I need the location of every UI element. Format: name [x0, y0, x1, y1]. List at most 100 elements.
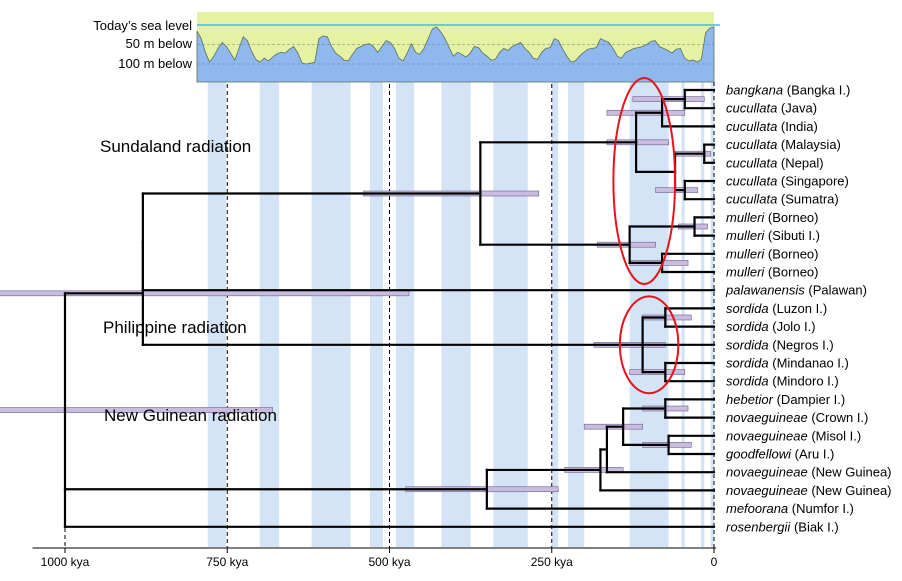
ci-sunda_phil [0, 290, 410, 297]
taxon-label-13: sordida (Jolo I.) [726, 319, 816, 334]
glacial-band-0 [207, 12, 226, 547]
taxon-place: (Sibuti I.) [764, 228, 820, 243]
glacial-band-3 [370, 12, 384, 547]
taxon-label-15: sordida (Mindanao I.) [726, 356, 849, 371]
taxon-place: (Luzon I.) [769, 301, 828, 316]
taxon-label-11: palawanensis (Palawan) [725, 283, 867, 298]
taxon-species: sordida [726, 319, 769, 334]
taxon-species: novaeguineae [726, 410, 808, 425]
taxon-species: cucullata [726, 174, 777, 189]
taxon-place: (Mindoro I.) [769, 374, 839, 389]
taxon-place: (New Guinea) [808, 465, 892, 480]
taxon-species: sordida [726, 301, 769, 316]
highlight-ellipse-0 [612, 77, 677, 285]
taxon-species: sordida [726, 356, 769, 371]
taxon-place: (Mindanao I.) [769, 356, 849, 371]
ci-root [0, 407, 273, 413]
glacial-band-6 [493, 12, 528, 547]
taxon-species: cucullata [726, 155, 777, 170]
clade-label-sundaland: Sundaland radiation [100, 137, 251, 156]
taxon-label-16: sordida (Mindoro I.) [726, 374, 839, 389]
taxon-label-24: rosenbergii (Biak I.) [726, 519, 839, 534]
taxon-label-7: mulleri (Borneo) [726, 210, 819, 225]
taxon-label-8: mulleri (Sibuti I.) [726, 228, 820, 243]
glacial-band-12 [710, 12, 714, 547]
taxon-place: (Aru I.) [791, 447, 834, 462]
taxon-place: (Borneo) [764, 246, 818, 261]
taxon-place: (Numfor I.) [788, 501, 854, 516]
taxon-species: novaeguineae [726, 465, 808, 480]
glacial-band-1 [259, 12, 280, 547]
taxon-label-5: cucullata (Singapore) [726, 174, 849, 189]
glacial-band-5 [441, 12, 471, 547]
sea-level-curve [196, 26, 715, 83]
taxon-place: (Borneo) [764, 265, 818, 280]
taxon-label-2: cucullata (India) [726, 119, 818, 134]
highlight-ellipses [612, 77, 680, 395]
taxon-species: mulleri [726, 246, 765, 261]
taxon-place: (Misol I.) [808, 428, 861, 443]
taxon-label-17: hebetior (Dampier I.) [726, 392, 845, 407]
taxon-label-1: cucullata (Java) [726, 101, 817, 116]
taxon-label-12: sordida (Luzon I.) [726, 301, 827, 316]
taxon-label-4: cucullata (Nepal) [726, 155, 824, 170]
taxon-label-23: mefoorana (Numfor I.) [726, 501, 854, 516]
taxon-place: (Nepal) [777, 155, 823, 170]
glacial-band-11 [701, 12, 705, 547]
taxon-label-3: cucullata (Malaysia) [726, 137, 841, 152]
time-axis: 1000 kya 750 kya 500 kya 250 kya 0 [32, 547, 718, 569]
glacial-bands [207, 12, 714, 547]
sea-label-100m: 100 m below [118, 56, 192, 71]
taxon-label-20: goodfellowi (Aru I.) [726, 447, 834, 462]
taxon-place: (Jolo I.) [769, 319, 816, 334]
clade-labels: Sundaland radiation Philippine radiation… [100, 137, 277, 425]
taxon-label-10: mulleri (Borneo) [726, 265, 819, 280]
taxon-species: cucullata [726, 137, 777, 152]
axis-tick-label-500: 500 kya [368, 555, 410, 569]
taxon-species: mulleri [726, 210, 765, 225]
clade-label-new-guinean: New Guinean radiation [104, 406, 277, 425]
taxon-place: (Biak I.) [790, 519, 838, 534]
axis-tick-label-750: 750 kya [206, 555, 248, 569]
tree-branches [63, 88, 716, 528]
taxon-species: goodfellowi [726, 447, 792, 462]
taxon-place: (Java) [777, 101, 817, 116]
glacial-band-4 [395, 12, 415, 547]
sea-level-labels: Today’s sea level 50 m below 100 m below [93, 18, 192, 71]
axis-tick-label-0: 0 [711, 555, 718, 569]
sea-label-today: Today’s sea level [93, 18, 192, 33]
taxon-label-9: mulleri (Borneo) [726, 246, 819, 261]
clade-label-philippine: Philippine radiation [103, 318, 247, 337]
taxon-place: (Palawan) [805, 283, 867, 298]
taxon-species: cucullata [726, 101, 777, 116]
taxon-species: novaeguineae [726, 428, 808, 443]
taxon-place: (Bangka I.) [783, 83, 850, 98]
taxon-species: mulleri [726, 228, 765, 243]
taxon-label-6: cucullata (Sumatra) [726, 192, 839, 207]
taxon-place: (India) [777, 119, 817, 134]
taxon-place: (Dampier I.) [773, 392, 845, 407]
taxon-species: mefoorana [726, 501, 788, 516]
taxon-species: rosenbergii [726, 519, 791, 534]
taxon-label-22: novaeguineae (New Guinea) [726, 483, 892, 498]
axis-tick-label-1000: 1000 kya [41, 555, 90, 569]
taxon-species: bangkana [726, 83, 783, 98]
taxon-species: novaeguineae [726, 483, 808, 498]
taxon-species: sordida [726, 374, 769, 389]
sea-label-50m: 50 m below [126, 36, 193, 51]
taxon-label-14: sordida (Negros I.) [726, 337, 834, 352]
axis-tick-label-250: 250 kya [531, 555, 573, 569]
taxon-species: sordida [726, 337, 769, 352]
taxon-place: (Singapore) [777, 174, 849, 189]
taxon-label-21: novaeguineae (New Guinea) [726, 465, 892, 480]
taxon-species: cucullata [726, 119, 777, 134]
glacial-band-10 [681, 12, 685, 547]
taxon-species: palawanensis [725, 283, 805, 298]
glacial-band-8 [567, 12, 585, 547]
taxon-place: (Crown I.) [808, 410, 869, 425]
taxon-labels: bangkana (Bangka I.)cucullata (Java)cucu… [725, 83, 892, 535]
taxon-species: hebetior [726, 392, 774, 407]
taxon-label-19: novaeguineae (Misol I.) [726, 428, 861, 443]
highlight-ellipse-1 [618, 295, 680, 395]
